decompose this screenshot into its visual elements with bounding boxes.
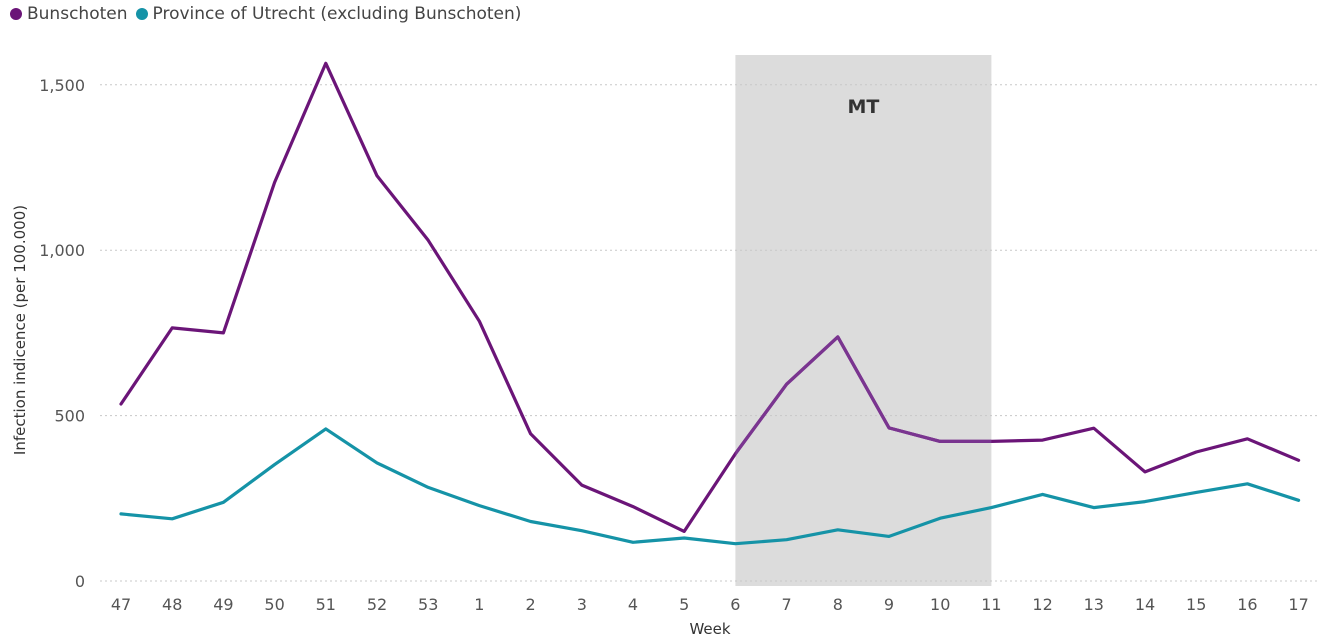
legend-label-province: Province of Utrecht (excluding Bunschote… xyxy=(152,4,522,24)
data-point-1-9[interactable] xyxy=(579,528,585,534)
series-layer xyxy=(118,60,1302,547)
data-point-1-21[interactable] xyxy=(1193,489,1199,495)
data-point-1-6[interactable] xyxy=(425,484,431,490)
x-tick-label: 50 xyxy=(264,595,284,614)
data-point-0-23[interactable] xyxy=(1296,457,1302,463)
y-axis-title: Infection indicence (per 100.000) xyxy=(11,205,29,455)
data-point-1-18[interactable] xyxy=(1040,491,1046,497)
data-point-0-15[interactable] xyxy=(886,425,892,431)
data-point-0-14[interactable] xyxy=(835,334,841,340)
legend-item-bunschoten[interactable]: Bunschoten xyxy=(10,4,128,24)
data-point-1-11[interactable] xyxy=(681,535,687,541)
x-tick-label: 7 xyxy=(782,595,792,614)
x-tick-label: 15 xyxy=(1186,595,1206,614)
annotation-band-layer: MT xyxy=(735,55,992,586)
data-point-1-10[interactable] xyxy=(630,539,636,545)
x-tick-label: 12 xyxy=(1032,595,1052,614)
x-tick-label: 17 xyxy=(1288,595,1308,614)
x-tick-label: 6 xyxy=(730,595,740,614)
x-tick-label: 4 xyxy=(628,595,638,614)
legend-item-province[interactable]: Province of Utrecht (excluding Bunschote… xyxy=(135,4,522,24)
data-point-1-2[interactable] xyxy=(220,499,226,505)
data-point-0-17[interactable] xyxy=(988,438,994,444)
y-tick-label: 500 xyxy=(54,407,85,426)
legend: Bunschoten Province of Utrecht (excludin… xyxy=(10,4,529,24)
data-point-1-4[interactable] xyxy=(323,426,329,432)
x-tick-label: 48 xyxy=(162,595,182,614)
x-axis-title: Week xyxy=(689,620,730,638)
data-point-0-4[interactable] xyxy=(323,60,329,66)
data-point-0-3[interactable] xyxy=(272,179,278,185)
data-point-0-1[interactable] xyxy=(169,325,175,331)
data-point-1-17[interactable] xyxy=(988,505,994,511)
x-tick-label: 51 xyxy=(316,595,336,614)
data-point-0-8[interactable] xyxy=(528,431,534,437)
data-point-0-7[interactable] xyxy=(476,318,482,324)
data-point-0-20[interactable] xyxy=(1142,469,1148,475)
x-tick-label: 2 xyxy=(526,595,536,614)
data-point-0-22[interactable] xyxy=(1244,436,1250,442)
data-point-1-20[interactable] xyxy=(1142,499,1148,505)
x-tick-label: 14 xyxy=(1135,595,1155,614)
data-point-0-2[interactable] xyxy=(220,330,226,336)
data-point-0-16[interactable] xyxy=(937,438,943,444)
data-point-0-19[interactable] xyxy=(1091,425,1097,431)
gridline-layer xyxy=(100,84,1318,582)
x-tick-label: 53 xyxy=(418,595,438,614)
y-tick-label: 1,500 xyxy=(39,76,85,95)
x-tick-label: 9 xyxy=(884,595,894,614)
data-point-1-15[interactable] xyxy=(886,533,892,539)
x-tick-label: 16 xyxy=(1237,595,1257,614)
legend-marker-province xyxy=(135,8,148,20)
x-tick-label: 52 xyxy=(367,595,387,614)
data-point-0-11[interactable] xyxy=(681,528,687,534)
data-point-0-18[interactable] xyxy=(1040,437,1046,443)
x-tick-label: 8 xyxy=(833,595,843,614)
series-line-0-band-segment xyxy=(735,335,992,457)
data-point-1-8[interactable] xyxy=(528,518,534,524)
data-point-1-5[interactable] xyxy=(374,460,380,466)
series-line-0[interactable] xyxy=(119,61,1301,533)
data-point-0-10[interactable] xyxy=(630,504,636,510)
data-point-1-12[interactable] xyxy=(732,541,738,547)
x-tick-label: 11 xyxy=(981,595,1001,614)
x-tick-label: 47 xyxy=(111,595,131,614)
data-point-0-6[interactable] xyxy=(425,237,431,243)
data-point-0-0[interactable] xyxy=(118,401,124,407)
annotation-band-0 xyxy=(735,55,992,586)
data-point-1-0[interactable] xyxy=(118,511,124,517)
data-point-0-21[interactable] xyxy=(1193,449,1199,455)
x-tick-label: 3 xyxy=(577,595,587,614)
data-point-1-22[interactable] xyxy=(1244,481,1250,487)
data-point-1-13[interactable] xyxy=(784,537,790,543)
data-point-0-13[interactable] xyxy=(784,381,790,387)
data-point-1-3[interactable] xyxy=(272,462,278,468)
data-point-0-5[interactable] xyxy=(374,173,380,179)
legend-label-bunschoten: Bunschoten xyxy=(27,4,128,24)
x-tick-label: 49 xyxy=(213,595,233,614)
data-point-0-12[interactable] xyxy=(732,451,738,457)
annotation-label-0: MT xyxy=(847,96,879,118)
legend-marker-bunschoten xyxy=(10,8,22,20)
data-point-0-9[interactable] xyxy=(579,482,585,488)
series-line-1[interactable] xyxy=(119,427,1301,546)
x-tick-label: 5 xyxy=(679,595,689,614)
y-tick-label: 1,000 xyxy=(39,241,85,260)
x-tick-label: 10 xyxy=(930,595,950,614)
data-point-1-16[interactable] xyxy=(937,515,943,521)
data-point-1-14[interactable] xyxy=(835,527,841,533)
x-tick-label: 13 xyxy=(1084,595,1104,614)
data-point-1-7[interactable] xyxy=(476,503,482,509)
data-point-1-1[interactable] xyxy=(169,516,175,522)
data-point-1-19[interactable] xyxy=(1091,505,1097,511)
data-point-1-23[interactable] xyxy=(1296,497,1302,503)
x-tick-label: 1 xyxy=(474,595,484,614)
y-tick-label: 0 xyxy=(75,572,85,591)
